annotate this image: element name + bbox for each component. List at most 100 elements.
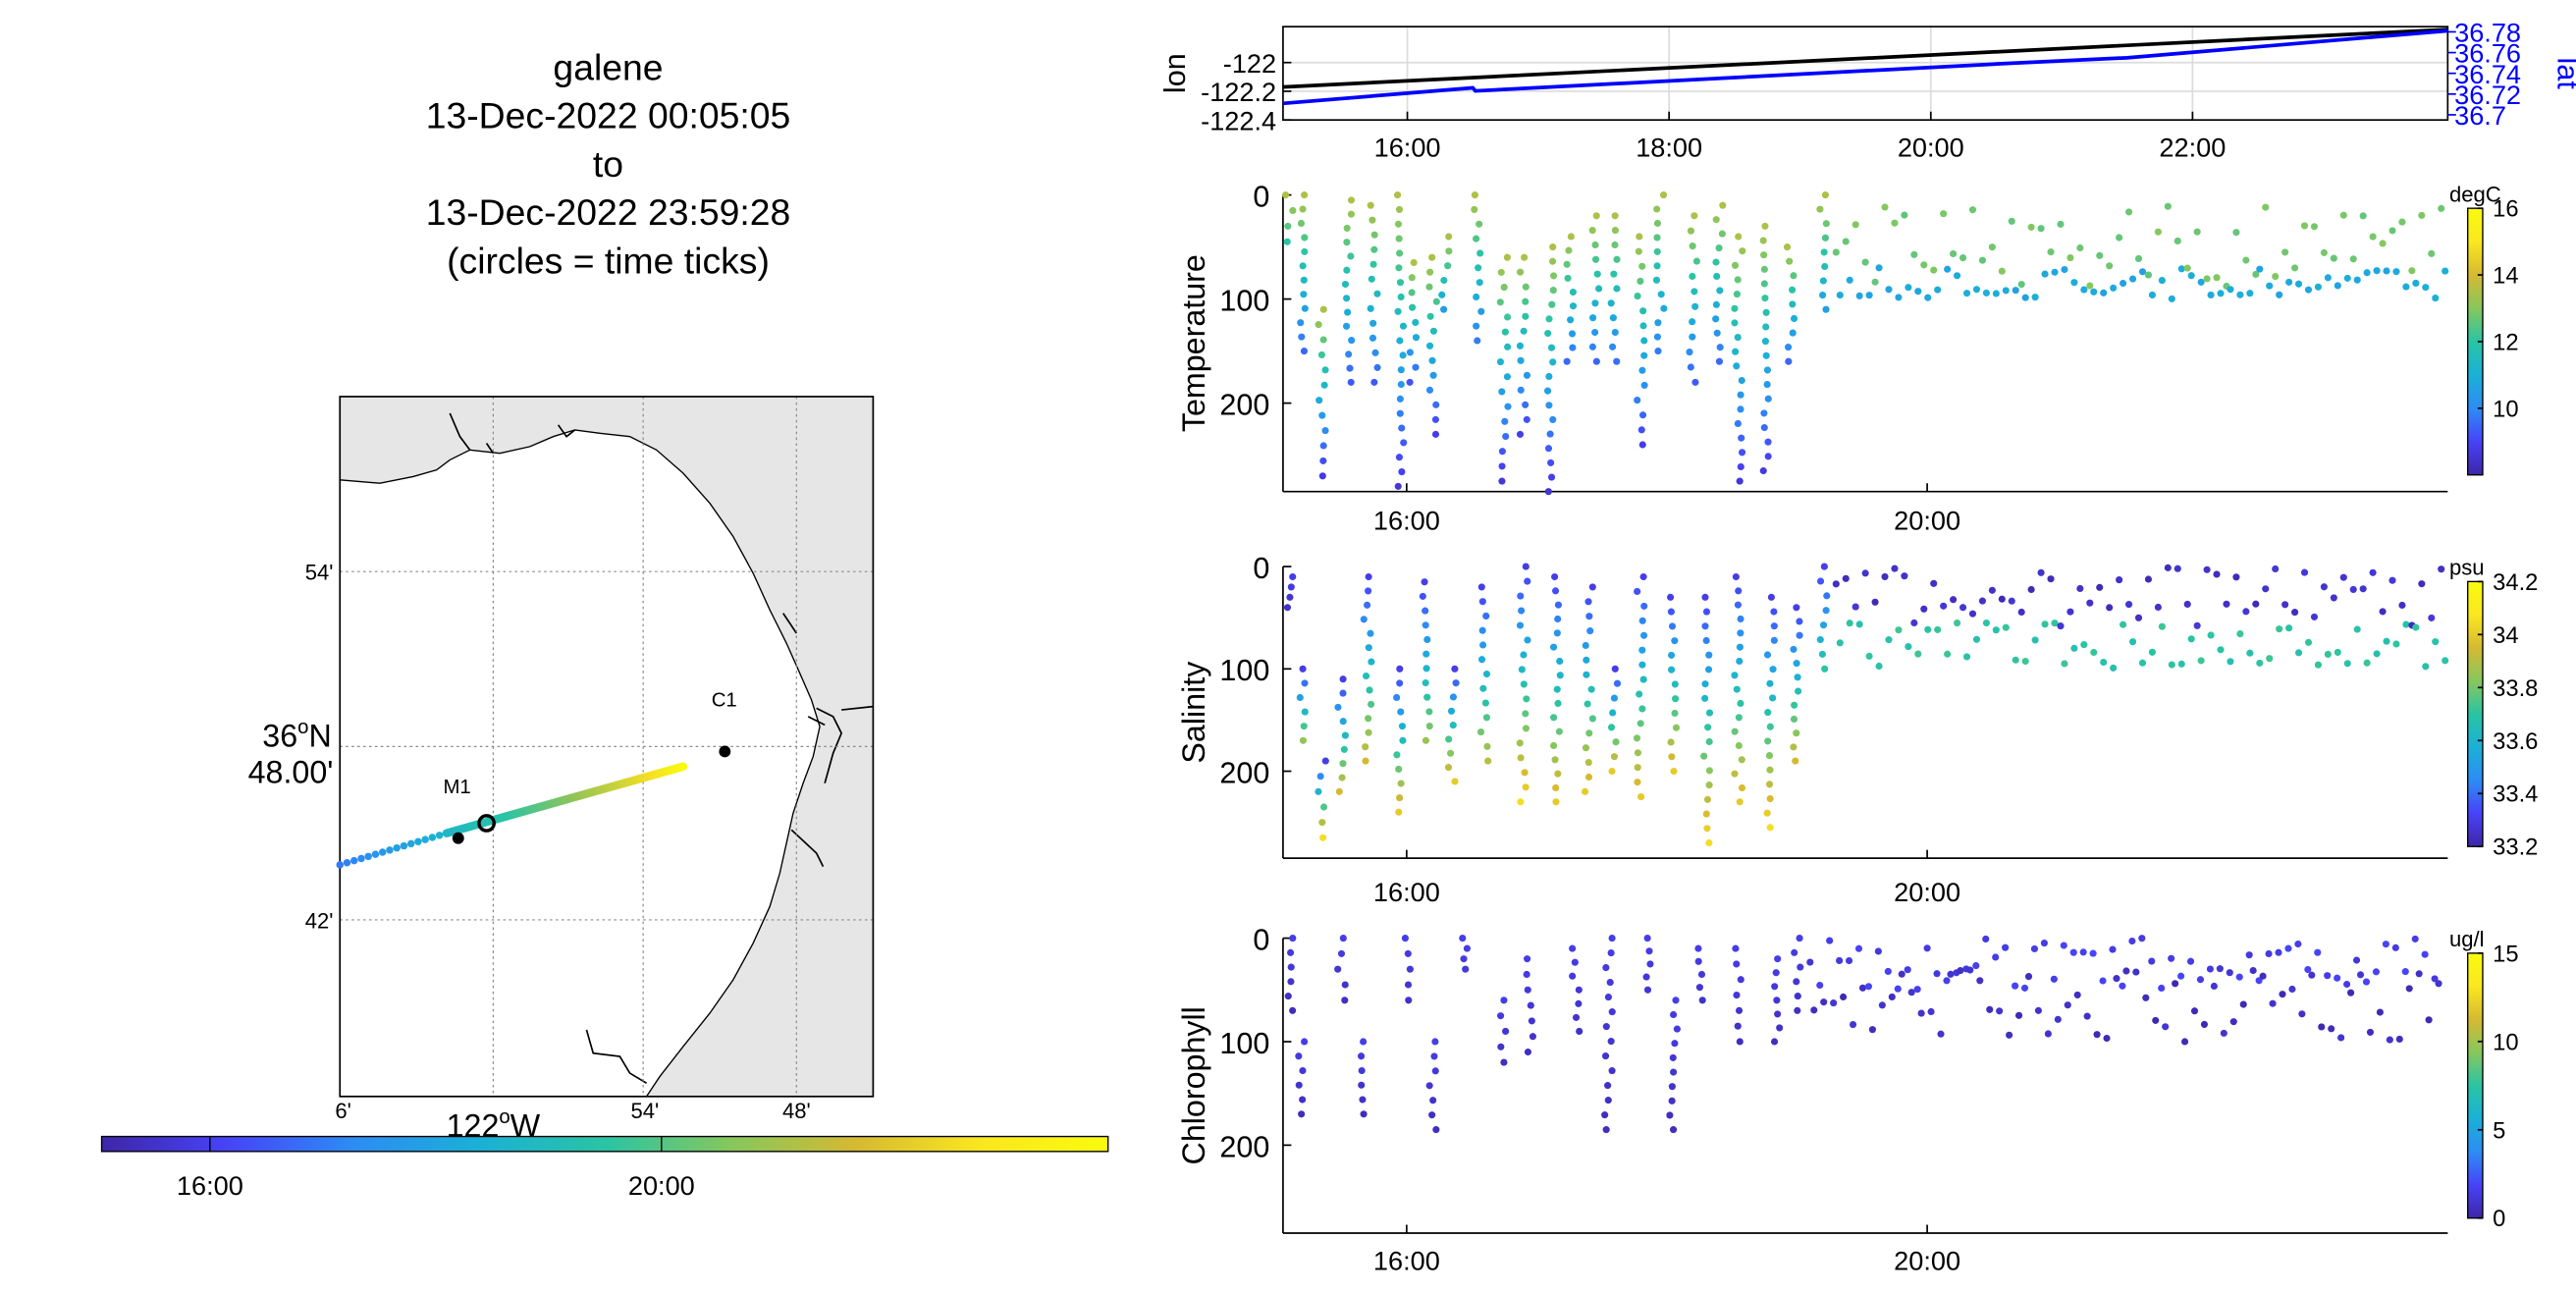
data-point: [2395, 1035, 2403, 1044]
x-tick-label: 16:00: [1373, 1245, 1440, 1275]
data-point: [1567, 233, 1575, 241]
data-point: [1691, 378, 1699, 386]
data-point: [1395, 454, 1403, 461]
data-point: [1602, 1126, 1610, 1134]
data-point: [2116, 234, 2123, 242]
data-point: [1738, 756, 1745, 764]
data-point: [1517, 754, 1525, 762]
data-point: [1731, 672, 1739, 679]
data-point: [2402, 620, 2410, 628]
data-point: [1502, 1027, 1510, 1036]
data-point: [1793, 729, 1800, 737]
data-point: [1500, 284, 1508, 292]
salinity-colorbar: [2467, 580, 2484, 847]
data-point: [1425, 708, 1433, 716]
data-point: [1668, 1083, 1676, 1091]
data-point: [1522, 401, 1530, 408]
data-point: [1639, 631, 1648, 639]
data-point: [1477, 656, 1486, 664]
data-point: [1796, 935, 1803, 943]
data-point: [1516, 430, 1525, 438]
data-point: [1988, 243, 1996, 251]
data-point: [1341, 981, 1349, 989]
data-point: [1524, 636, 1531, 644]
data-point: [1716, 287, 1724, 295]
data-point: [1769, 666, 1777, 673]
data-point: [2352, 956, 2361, 964]
data-point: [2294, 649, 2303, 657]
data-point: [1795, 687, 1802, 695]
data-point: [1769, 694, 1777, 702]
data-point: [2142, 994, 2150, 1001]
data-point: [1339, 760, 1347, 768]
data-point: [1759, 237, 1767, 244]
data-point: [1691, 302, 1699, 310]
data-point: [1764, 453, 1772, 460]
data-point: [1934, 286, 1942, 294]
data-point: [2432, 294, 2440, 302]
data-point: [1671, 1040, 1679, 1048]
data-point: [1604, 1097, 1612, 1104]
data-point: [1301, 708, 1309, 716]
lat-tick-label: 36.74: [2454, 59, 2521, 89]
data-point: [1793, 604, 1800, 612]
data-point: [2002, 623, 2010, 631]
data-point: [2412, 279, 2420, 288]
data-point: [2110, 284, 2118, 292]
data-point: [1734, 601, 1742, 609]
data-point: [1588, 227, 1596, 235]
data-point: [2388, 576, 2396, 584]
data-point: [2272, 272, 2280, 281]
data-point: [1672, 997, 1680, 1004]
data-point: [1300, 723, 1308, 730]
data-point: [2134, 614, 2143, 621]
data-point: [2134, 254, 2143, 263]
data-point: [1394, 191, 1402, 199]
data-point: [1636, 233, 1643, 241]
time-colorbar-label-20: 20:00: [628, 1170, 695, 1201]
data-point: [1410, 258, 1418, 267]
data-point: [1395, 264, 1403, 272]
track-point: [386, 846, 394, 854]
data-point: [2168, 954, 2175, 962]
colorbar-tick-label: 0: [2493, 1206, 2505, 1232]
data-point: [1550, 741, 1558, 750]
data-point: [1698, 997, 1706, 1004]
data-point: [1639, 307, 1647, 315]
data-point: [1440, 305, 1448, 313]
data-point: [2008, 217, 2015, 225]
lat-series-line: [1282, 28, 2448, 106]
temperature-axis-label: Temperature: [1176, 254, 1211, 432]
data-point: [1446, 749, 1455, 757]
data-point: [1846, 620, 1853, 627]
x-tick-label: 22:00: [2159, 133, 2226, 163]
data-point: [1522, 312, 1530, 320]
data-point: [1563, 260, 1571, 268]
data-point: [2017, 281, 2025, 289]
lat-tick-label: 36.7: [2454, 100, 2506, 131]
data-point: [1522, 783, 1530, 791]
data-point: [1572, 1013, 1581, 1021]
data-point: [1425, 283, 1433, 291]
x-tick-label: 20:00: [1894, 506, 1960, 536]
data-point: [1547, 458, 1555, 466]
data-point: [1343, 224, 1351, 232]
data-point: [1790, 645, 1798, 653]
data-point: [1524, 577, 1531, 585]
data-point: [2066, 608, 2074, 616]
colorbar-tick-label: 10: [2493, 396, 2518, 422]
data-point: [1586, 627, 1594, 635]
data-point: [2428, 249, 2436, 257]
data-point: [1998, 267, 2006, 275]
data-point: [2086, 282, 2094, 290]
data-point: [2343, 274, 2351, 282]
data-point: [1593, 270, 1601, 278]
data-point: [1360, 1110, 1368, 1118]
data-point: [1910, 619, 1918, 627]
data-point: [1670, 767, 1678, 776]
data-point: [1295, 1052, 1303, 1060]
data-point: [2328, 1025, 2335, 1033]
chlorophyll-colorbar: [2467, 952, 2484, 1219]
station-m1-label: M1: [443, 777, 470, 798]
data-point: [1914, 650, 1922, 658]
